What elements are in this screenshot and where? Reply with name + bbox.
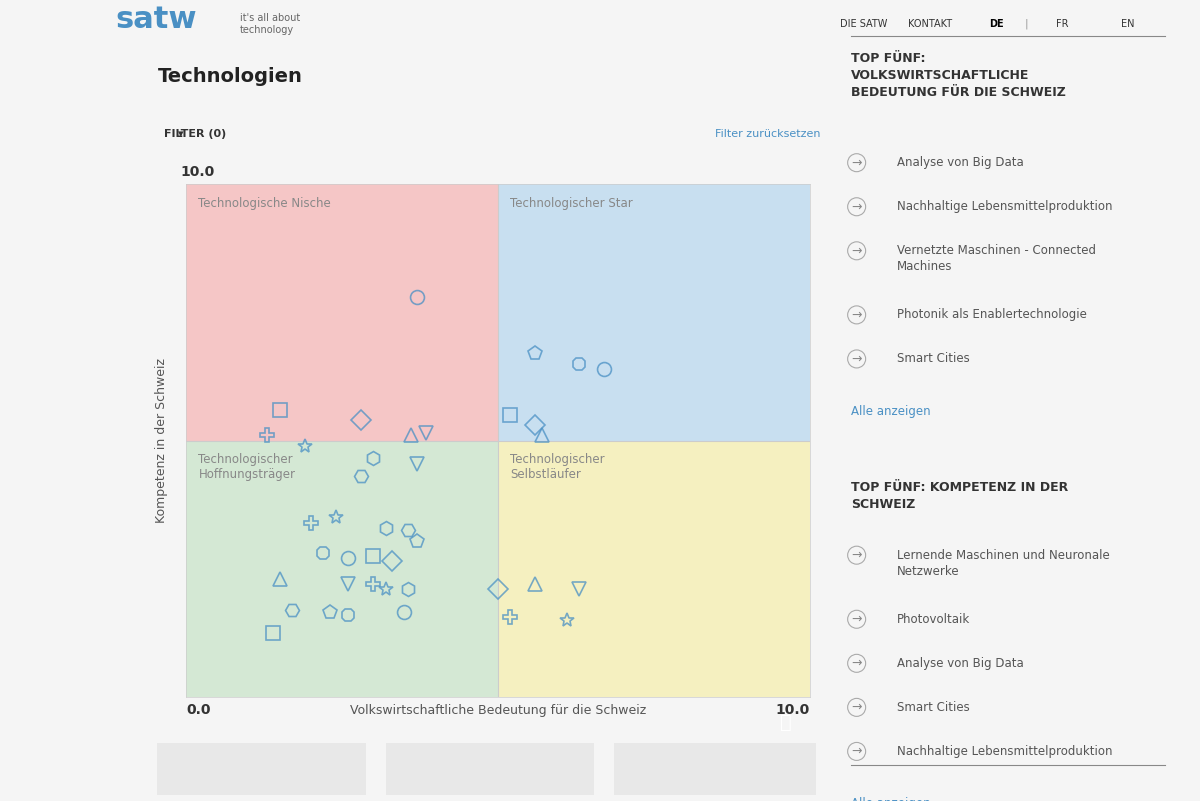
- Text: 10.0: 10.0: [775, 703, 810, 718]
- Text: TOP FÜNF:
VOLKSWIRTSCHAFTLICHE
BEDEUTUNG FÜR DIE SCHWEIZ: TOP FÜNF: VOLKSWIRTSCHAFTLICHE BEDEUTUNG…: [851, 52, 1067, 99]
- Text: Volkswirtschaftliche Bedeutung für die Schweiz: Volkswirtschaftliche Bedeutung für die S…: [350, 704, 646, 717]
- Text: 0.0: 0.0: [186, 703, 210, 718]
- Text: Alle anzeigen: Alle anzeigen: [851, 405, 931, 417]
- Text: →: →: [851, 308, 862, 321]
- Text: →: →: [851, 613, 862, 626]
- Text: Smart Cities: Smart Cities: [896, 352, 970, 365]
- Text: →: →: [851, 156, 862, 169]
- Text: Technologischer Star: Technologischer Star: [510, 197, 634, 210]
- Text: →: →: [851, 200, 862, 213]
- Text: 10.0: 10.0: [180, 165, 215, 179]
- Text: Alle anzeigen: Alle anzeigen: [851, 797, 931, 801]
- Text: DE: DE: [989, 19, 1003, 29]
- Text: Technologischer
Hoffnungsträger: Technologischer Hoffnungsträger: [198, 453, 295, 481]
- Text: KONTAKT: KONTAKT: [908, 19, 952, 29]
- Text: FILTER (0): FILTER (0): [164, 129, 227, 139]
- Text: ▾: ▾: [164, 129, 184, 139]
- Text: →: →: [851, 244, 862, 257]
- Text: Smart Cities: Smart Cities: [896, 701, 970, 714]
- Bar: [614, 743, 823, 795]
- Text: satw: satw: [115, 5, 197, 34]
- Text: Filter zurücksetzen: Filter zurücksetzen: [715, 129, 821, 139]
- Text: Analyse von Big Data: Analyse von Big Data: [896, 657, 1024, 670]
- Text: Nachhaltige Lebensmittelproduktion: Nachhaltige Lebensmittelproduktion: [896, 745, 1112, 758]
- Text: →: →: [851, 549, 862, 562]
- Text: Kompetenz in der Schweiz: Kompetenz in der Schweiz: [156, 358, 168, 523]
- Text: Analyse von Big Data: Analyse von Big Data: [896, 156, 1024, 169]
- Text: EN: EN: [1121, 19, 1135, 29]
- Text: Vernetzte Maschinen - Connected
Machines: Vernetzte Maschinen - Connected Machines: [896, 244, 1096, 273]
- Text: TOP FÜNF: KOMPETENZ IN DER
SCHWEIZ: TOP FÜNF: KOMPETENZ IN DER SCHWEIZ: [851, 481, 1069, 510]
- Text: →: →: [851, 701, 862, 714]
- Text: →: →: [851, 745, 862, 758]
- Bar: [186, 441, 498, 697]
- Text: Photonik als Enablertechnologie: Photonik als Enablertechnologie: [896, 308, 1086, 321]
- Text: DIE SATW: DIE SATW: [840, 19, 888, 29]
- Text: FR: FR: [1056, 19, 1068, 29]
- Text: →: →: [851, 352, 862, 365]
- Text: →: →: [851, 657, 862, 670]
- Text: Lernende Maschinen und Neuronale
Netzwerke: Lernende Maschinen und Neuronale Netzwer…: [896, 549, 1109, 578]
- Text: it's all about: it's all about: [240, 14, 300, 23]
- Text: Technologien: Technologien: [157, 67, 302, 87]
- Text: |: |: [1024, 18, 1028, 30]
- Text: Technologische Nische: Technologische Nische: [198, 197, 331, 210]
- Text: Photovoltaik: Photovoltaik: [896, 613, 970, 626]
- Text: technology: technology: [240, 25, 294, 34]
- Text: ⤢: ⤢: [780, 714, 792, 732]
- Bar: [498, 184, 810, 441]
- Bar: [157, 743, 366, 795]
- Bar: [498, 441, 810, 697]
- Bar: [386, 743, 594, 795]
- Bar: [186, 184, 498, 441]
- Text: Technologischer
Selbstläufer: Technologischer Selbstläufer: [510, 453, 605, 481]
- Text: Nachhaltige Lebensmittelproduktion: Nachhaltige Lebensmittelproduktion: [896, 200, 1112, 213]
